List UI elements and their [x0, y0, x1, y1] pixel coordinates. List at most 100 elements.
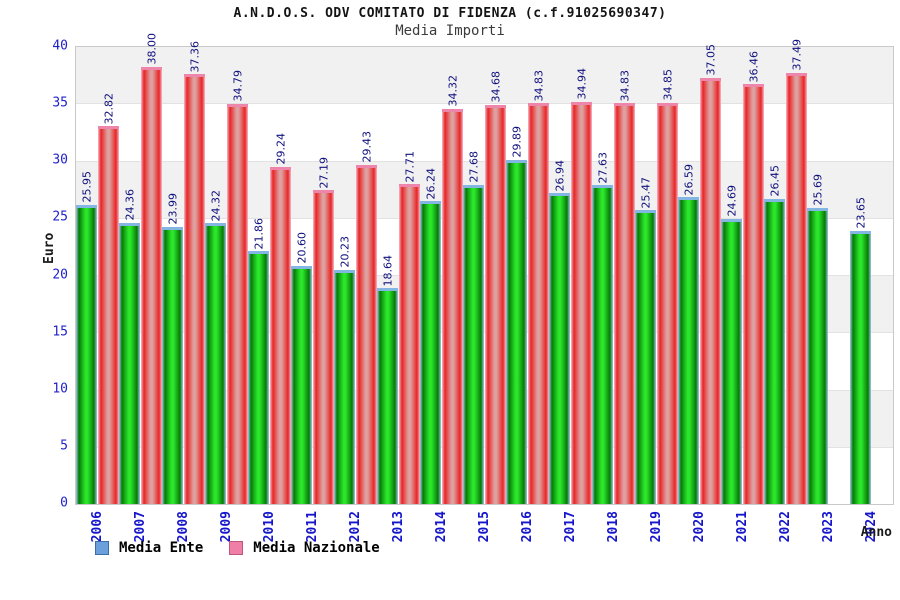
- x-axis-tick: 2021: [734, 511, 750, 543]
- legend-swatch-media-ente-icon: [95, 541, 109, 555]
- bar-groups: 25.95 32.82 2006 24.36 38.00 2007 23.99 37.36 20…: [76, 33, 893, 542]
- bar-group: 20.23 29.43 2012: [334, 47, 377, 542]
- bar-media-nazionale: 34.32: [442, 75, 463, 504]
- bar-media-ente: 26.45: [764, 165, 785, 504]
- bar-media-nazionale: 37.49: [786, 39, 807, 504]
- bar-media-ente: 18.64: [377, 255, 398, 504]
- y-axis-tick: 5: [60, 438, 68, 454]
- grid-band: [76, 446, 893, 504]
- bar-group: 26.94 34.94 2017: [549, 47, 592, 542]
- bar-group: 27.68 34.68 2015: [463, 47, 506, 542]
- y-axis-tick: 0: [60, 495, 68, 511]
- bar-media-nazionale: 34.83: [528, 70, 549, 504]
- bar-media-nazionale: 27.19: [313, 157, 334, 504]
- bar-value-label: 34.83: [532, 69, 545, 102]
- bar-group: 25.95 32.82 2006: [76, 47, 119, 542]
- bar-media-ente: 23.65: [850, 197, 871, 504]
- x-axis-tick: 2012: [347, 511, 363, 543]
- bar-value-label: 36.46: [747, 50, 760, 83]
- bar-value-label: 25.69: [811, 174, 824, 206]
- bar-media-nazionale: 34.94: [571, 68, 592, 504]
- bar-value-label: 34.85: [661, 69, 674, 101]
- x-axis-tick: 2018: [605, 511, 621, 543]
- bar-group: 24.69 36.46 2021: [721, 47, 764, 542]
- bar-value-label: 25.95: [80, 171, 93, 203]
- legend-item-media-nazionale: Media Nazionale: [229, 540, 380, 556]
- bar-value-label: 37.36: [188, 40, 201, 73]
- x-axis-tick: 2010: [261, 511, 277, 543]
- bar-media-ente: 29.89: [506, 126, 527, 504]
- bar-media-ente: 20.23: [334, 236, 355, 504]
- x-axis-tick: 2006: [89, 511, 105, 543]
- bar-media-nazionale: 37.05: [700, 44, 721, 504]
- bar-group: 23.99 37.36 2008: [162, 41, 205, 542]
- bar-group: 18.64 27.71 2013: [377, 47, 420, 542]
- bar-value-label: 23.65: [854, 197, 867, 229]
- x-axis-tick: 2007: [132, 511, 148, 543]
- x-axis-tick: 2022: [777, 511, 793, 543]
- bar-value-label: 34.68: [489, 71, 502, 103]
- x-axis-tick: 2020: [691, 511, 707, 543]
- bar-value-label: 32.82: [102, 92, 115, 125]
- x-axis-tick: 2008: [175, 511, 191, 543]
- bar-value-label: 27.19: [317, 156, 330, 189]
- legend: Media Ente Media Nazionale: [95, 540, 380, 556]
- bar-media-ente: 24.69: [721, 185, 742, 504]
- bar-group: 26.45 37.49 2022: [764, 39, 807, 542]
- bar-media-nazionale: 27.71: [399, 151, 420, 504]
- bar-group: 23.65 2024: [850, 47, 893, 542]
- bar-media-nazionale: 29.24: [270, 133, 291, 504]
- bar-value-label: 27.63: [596, 151, 609, 184]
- bar-media-nazionale: 37.36: [184, 41, 205, 504]
- bar-value-label: 20.23: [338, 236, 351, 268]
- bar-media-nazionale: 36.46: [743, 51, 764, 504]
- bar-value-label: 26.45: [768, 165, 781, 197]
- x-axis-tick: 2009: [218, 511, 234, 543]
- x-axis-tick: 2016: [519, 511, 535, 543]
- bar-media-nazionale: 34.83: [614, 70, 635, 504]
- bar-media-nazionale: 29.43: [356, 131, 377, 504]
- bar-media-ente: 27.68: [463, 151, 484, 504]
- bar-group: 25.47 34.85 2019: [635, 47, 678, 542]
- bar-value-label: 29.43: [360, 131, 373, 163]
- bar-value-label: 26.94: [553, 159, 566, 192]
- bar-media-ente: 24.32: [205, 190, 226, 504]
- bar-value-label: 29.89: [510, 126, 523, 158]
- bar-value-label: 26.24: [424, 167, 437, 200]
- bar-value-label: 24.36: [123, 189, 136, 221]
- x-axis-tick: 2017: [562, 511, 578, 543]
- bar-value-label: 34.32: [446, 75, 459, 107]
- y-axis-tick: 20: [52, 267, 68, 282]
- bar-value-label: 27.71: [403, 150, 416, 183]
- chart-subtitle: Media Importi: [395, 23, 505, 39]
- grid-band: [76, 332, 893, 389]
- bar-media-nazionale: 34.85: [657, 69, 678, 504]
- bar-group: 25.69 2023: [807, 47, 850, 542]
- bar-value-label: 34.94: [575, 68, 588, 100]
- bar-value-label: 37.05: [704, 44, 717, 76]
- plot-area: 25.95 32.82 2006 24.36 38.00 2007 23.99 37.36 20…: [75, 33, 894, 542]
- y-axis-tick: 30: [52, 152, 68, 168]
- bar-media-ente: 23.99: [162, 193, 183, 504]
- y-axis-ticks: 40 35 30 25 20 15 10 5 0: [28, 39, 68, 511]
- y-axis-tick: 15: [52, 324, 68, 340]
- bar-value-label: 26.59: [682, 163, 695, 196]
- bar-group: 26.59 37.05 2020: [678, 44, 721, 542]
- bar-value-label: 24.69: [725, 185, 738, 217]
- bar-value-label: 29.24: [274, 133, 287, 165]
- bar-value-label: 24.32: [209, 189, 222, 222]
- bar-value-label: 27.68: [467, 151, 480, 183]
- legend-label-media-nazionale: Media Nazionale: [253, 540, 380, 556]
- bar-value-label: 34.83: [618, 69, 631, 102]
- grid-band: [76, 103, 893, 160]
- legend-swatch-media-nazionale-icon: [229, 541, 244, 555]
- bar-media-nazionale: 32.82: [98, 93, 119, 504]
- bar-group: 27.63 34.83 2018: [592, 47, 635, 542]
- bar-media-ente: 27.63: [592, 152, 613, 504]
- bar-media-nazionale: 38.00: [141, 33, 162, 504]
- x-axis-title: Anno: [860, 525, 892, 540]
- bar-media-ente: 24.36: [119, 189, 140, 504]
- bar-media-ente: 25.95: [76, 171, 97, 504]
- bar-group: 20.60 27.19 2011: [291, 47, 334, 542]
